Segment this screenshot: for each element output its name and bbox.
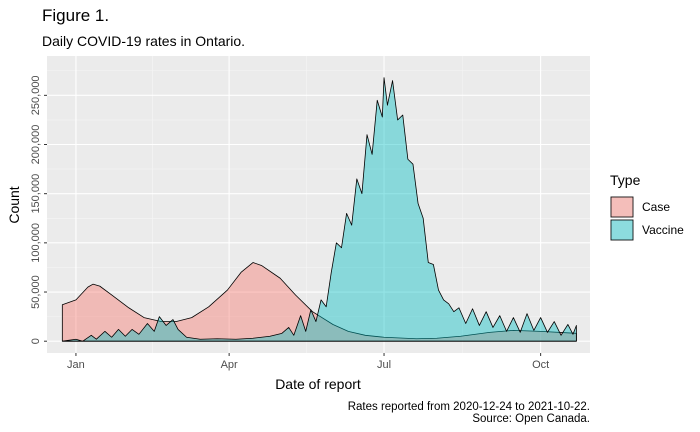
y-tick-label: 150,000 [30,174,42,214]
x-tick-label: Apr [221,359,238,371]
x-tick-label: Jul [377,359,391,371]
y-axis: 0 50,000 100,000 150,000 200,000 250,000 [30,75,47,344]
caption-date-range: Rates reported from 2020-12-24 to 2021-1… [347,401,590,413]
y-tick-label: 50,000 [30,275,42,309]
legend-swatch-case [610,196,634,218]
grid-major [47,56,590,353]
y-tick-label: 0 [30,338,42,344]
caption-source: Source: Open Canada. [472,413,590,425]
legend-title: Type [610,172,641,188]
y-axis-title: Count [6,186,22,223]
legend-key-vaccine [610,219,634,241]
page-subtitle: Daily COVID-19 rates in Ontario. [42,33,246,49]
plot-panel [47,56,590,353]
legend-label-case: Case [642,200,670,214]
x-tick-label: Jan [67,359,85,371]
x-tick-label: Oct [532,359,549,371]
y-tick-label: 250,000 [30,75,42,115]
legend-swatch-vaccine [610,219,634,241]
x-axis-title: Date of report [275,376,361,392]
series-area-case [61,262,577,342]
legend-label-vaccine: Vaccine [642,223,684,237]
series-layer [61,77,577,342]
legend-key-case [610,196,634,218]
y-tick-label: 200,000 [30,125,42,165]
x-axis: Jan Apr Jul Oct [67,353,549,371]
legend: Type Case Vaccine [610,172,684,241]
series-area-vaccine [61,77,577,342]
grid-minor [47,56,590,353]
y-tick-label: 100,000 [30,223,42,263]
page-title: Figure 1. [42,6,110,25]
